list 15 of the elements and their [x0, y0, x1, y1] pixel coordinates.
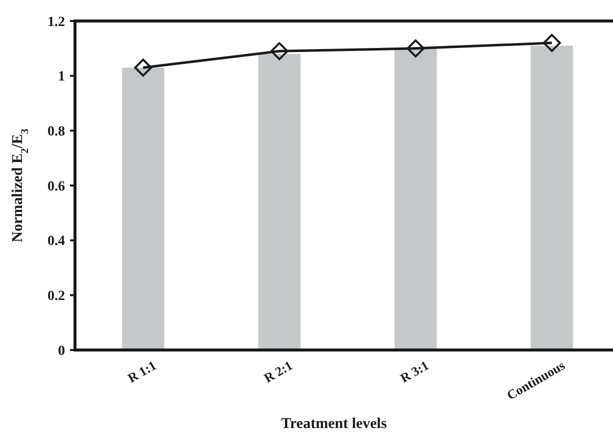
x-tick-label: R 3:1 [398, 358, 432, 386]
x-tick-label: R 2:1 [261, 358, 295, 386]
y-tick-label: 0.8 [48, 124, 65, 140]
y-tick-label: 1 [58, 70, 65, 85]
y-tick-label: 0.4 [48, 234, 65, 250]
x-tick-label: R 1:1 [125, 358, 159, 386]
y-tick-label: 0.6 [48, 179, 65, 194]
point [542, 34, 561, 52]
y-tick-label: 0.2 [48, 289, 65, 304]
point [134, 58, 152, 77]
point [270, 42, 288, 60]
y-tick-label: 0 [58, 344, 65, 359]
y-tick-label: 1.2 [48, 14, 65, 30]
x-axis-title: Treatment levels [281, 416, 387, 432]
point [406, 39, 425, 58]
